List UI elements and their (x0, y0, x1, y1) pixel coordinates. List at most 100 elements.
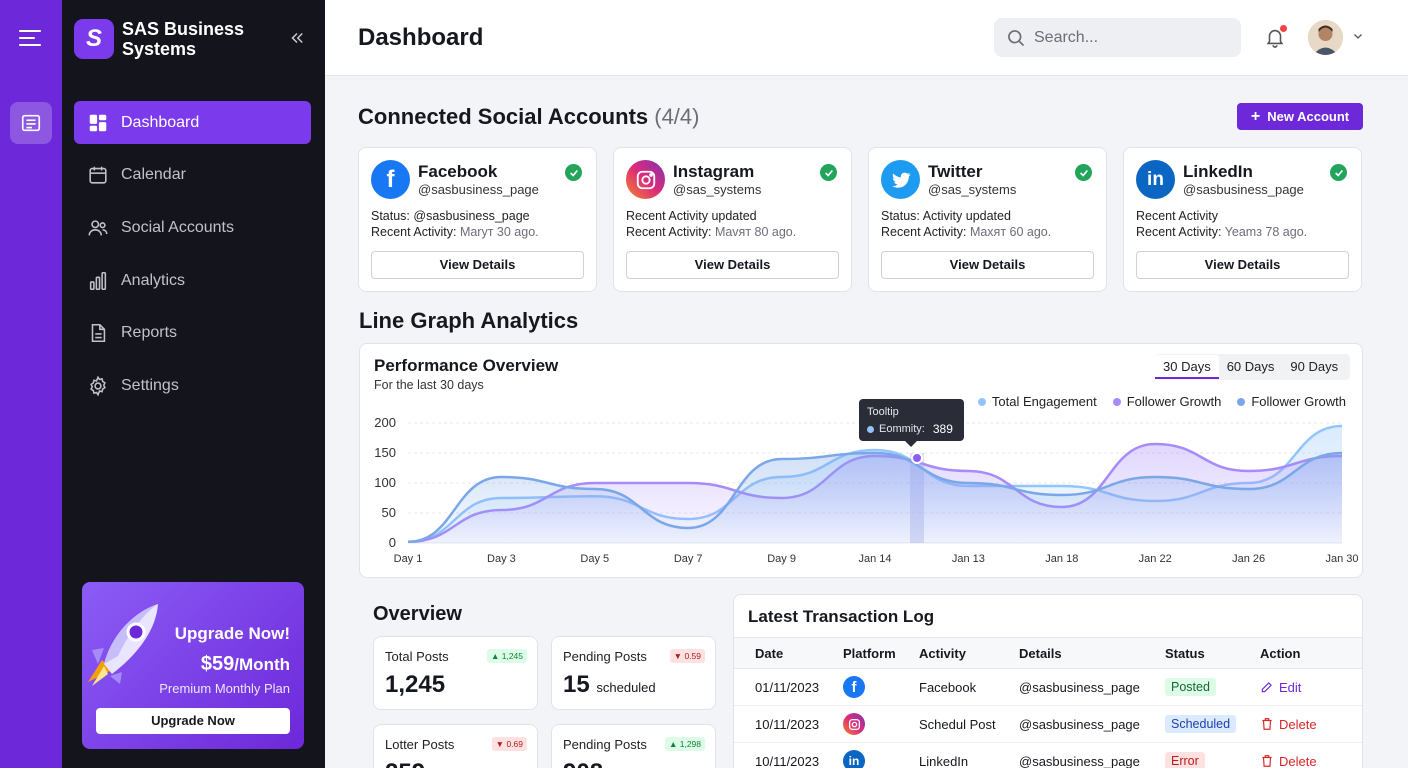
chart-legend: Total Engagement Follower Growth Followe… (962, 394, 1346, 409)
stat-number: 908 (563, 759, 603, 768)
overview-title: Overview (373, 603, 462, 625)
tab-90-days[interactable]: 90 Days (1290, 359, 1339, 374)
sidebar-item-label: Dashboard (121, 113, 200, 131)
facebook-icon: f (371, 160, 410, 199)
avatar[interactable] (1308, 20, 1343, 55)
account-name: Facebook (418, 162, 498, 181)
tooltip-swatch (867, 425, 874, 433)
bell-icon (1266, 29, 1284, 48)
check-icon (820, 164, 837, 181)
y-tick-label: 150 (374, 445, 396, 460)
upgrade-price: $59/Month (201, 653, 290, 676)
view-details-button[interactable]: View Details (626, 251, 839, 279)
sidebar-item-social-accounts[interactable]: Social Accounts (74, 206, 311, 249)
menu-icon[interactable] (19, 30, 41, 48)
tooltip-value: 389 (932, 422, 953, 436)
stat-value: 908 (563, 759, 603, 768)
column-header[interactable]: Activity (919, 645, 966, 661)
accounts-section-title: Connected Social Accounts (4/4) (358, 104, 700, 130)
stat-number: 15 (563, 671, 590, 698)
sidebar-item-analytics[interactable]: Analytics (74, 259, 311, 302)
stat-label: Lotter Posts (385, 737, 455, 752)
x-tick-label: Jan 22 (1139, 553, 1172, 565)
column-header[interactable]: Platform (843, 645, 896, 661)
delete-button[interactable]: Delete (1260, 706, 1317, 742)
brand[interactable]: S SAS Business Systems (74, 19, 252, 59)
trend-badge: ▼ 0.59 (669, 649, 705, 663)
column-header[interactable]: Details (1019, 645, 1062, 661)
column-header[interactable]: Date (755, 645, 784, 661)
performance-chart: 0 50 100 150 200 Day 1 Day 3 Day 5 Day 7 Day 9 Jan… (374, 415, 1358, 565)
legend-item[interactable]: Follower Growth (1112, 394, 1221, 409)
activity-label: Recent Activity: (881, 225, 967, 239)
stat-card[interactable]: Pending Posts ▼ 0.59 15 scheduled (551, 636, 716, 710)
search-input[interactable]: Search... (994, 18, 1241, 57)
notifications-button[interactable] (1264, 25, 1287, 53)
activity-value: Yeamз 78 ago. (1224, 225, 1308, 239)
rail-dashboard-button[interactable] (10, 102, 52, 144)
dashboard-icon (89, 114, 107, 131)
x-tick-label: Jan 18 (1045, 553, 1078, 565)
stat-card[interactable]: Pending Posts ▲ 1,298 908 (551, 724, 716, 768)
y-tick-label: 100 (374, 475, 396, 490)
stat-card[interactable]: Total Posts ▲ 1,245 1,245 (373, 636, 538, 710)
y-tick-label: 0 (389, 535, 396, 550)
search-placeholder: Search... (1034, 28, 1099, 46)
chart-title: Performance Overview (374, 356, 559, 375)
edit-button[interactable]: Edit (1260, 669, 1301, 705)
upgrade-now-button[interactable]: Upgrade Now (96, 708, 290, 734)
upgrade-card: Upgrade Now! $59/Month Premium Monthly P… (82, 582, 304, 749)
sidebar-item-reports[interactable]: Reports (74, 312, 311, 355)
collapse-sidebar-icon[interactable] (288, 29, 306, 53)
table-row[interactable]: 10/11/2023 in LinkedIn @sasbusiness_page… (734, 743, 1362, 768)
sidebar-item-settings[interactable]: Settings (74, 364, 311, 407)
account-recent-activity: Recent Activity: Maxят 60 ago. (881, 225, 1051, 239)
status-badge: Scheduled (1165, 706, 1237, 742)
stat-value: 259 (385, 759, 425, 768)
trash-icon (1262, 718, 1272, 730)
table-row[interactable]: 10/11/2023 Schedul Post @sasbusiness_pag… (734, 706, 1362, 743)
calendar-icon (89, 166, 107, 184)
linkedin-icon: in (1136, 160, 1175, 199)
x-tick-label: Day 9 (767, 553, 796, 565)
table-row[interactable]: 01/11/2023 f Facebook @sasbusiness_page … (734, 669, 1362, 706)
column-header[interactable]: Status (1165, 645, 1205, 661)
view-details-button[interactable]: View Details (1136, 251, 1349, 279)
hover-point (911, 452, 924, 464)
check-icon (1075, 164, 1092, 181)
y-tick-label: 50 (382, 505, 396, 520)
chart-subtitle: For the last 30 days (374, 378, 484, 392)
chevron-down-icon[interactable] (1352, 30, 1364, 45)
stat-label: Pending Posts (563, 737, 647, 752)
x-tick-label: Day 1 (394, 553, 423, 565)
analytics-section-title: Line Graph Analytics (359, 308, 579, 333)
search-icon (1008, 29, 1025, 46)
sidebar-item-calendar[interactable]: Calendar (74, 154, 311, 197)
trend-badge: ▲ 1,245 (486, 649, 527, 663)
view-details-button[interactable]: View Details (371, 251, 584, 279)
range-tabs: 30 Days 60 Days 90 Days (1155, 354, 1350, 380)
row-details: @sasbusiness_page (1019, 716, 1140, 732)
legend-item[interactable]: Total Engagement (977, 394, 1097, 409)
new-account-button[interactable]: + New Account (1237, 103, 1363, 130)
column-header[interactable]: Action (1260, 645, 1301, 661)
tab-30-days[interactable]: 30 Days (1155, 355, 1219, 379)
x-tick-label: Jan 26 (1232, 553, 1265, 565)
delete-button[interactable]: Delete (1260, 743, 1317, 768)
tab-60-days[interactable]: 60 Days (1226, 359, 1275, 374)
legend-item[interactable]: Follower Growth (1237, 394, 1346, 409)
account-card-instagram: Instagram @sas_systems Recent Activity u… (613, 147, 852, 292)
stat-value: 15 scheduled (563, 671, 656, 699)
chart-tooltip: Tooltip Eommity: 389 (859, 399, 964, 447)
sidebar-item-dashboard[interactable]: Dashboard (74, 101, 311, 144)
plus-icon: + (1250, 107, 1261, 125)
account-card-linkedin: in LinkedIn @sasbusiness_page Recent Act… (1123, 147, 1362, 292)
view-details-button[interactable]: View Details (881, 251, 1094, 279)
rocket-icon (88, 604, 158, 686)
trash-icon (1262, 755, 1272, 767)
sidebar-item-label: Calendar (121, 166, 186, 184)
stat-label: Total Posts (385, 649, 449, 664)
layout-icon (21, 114, 41, 132)
sidebar-item-label: Reports (121, 324, 178, 342)
stat-card[interactable]: Lotter Posts ▼ 0.69 259 (373, 724, 538, 768)
